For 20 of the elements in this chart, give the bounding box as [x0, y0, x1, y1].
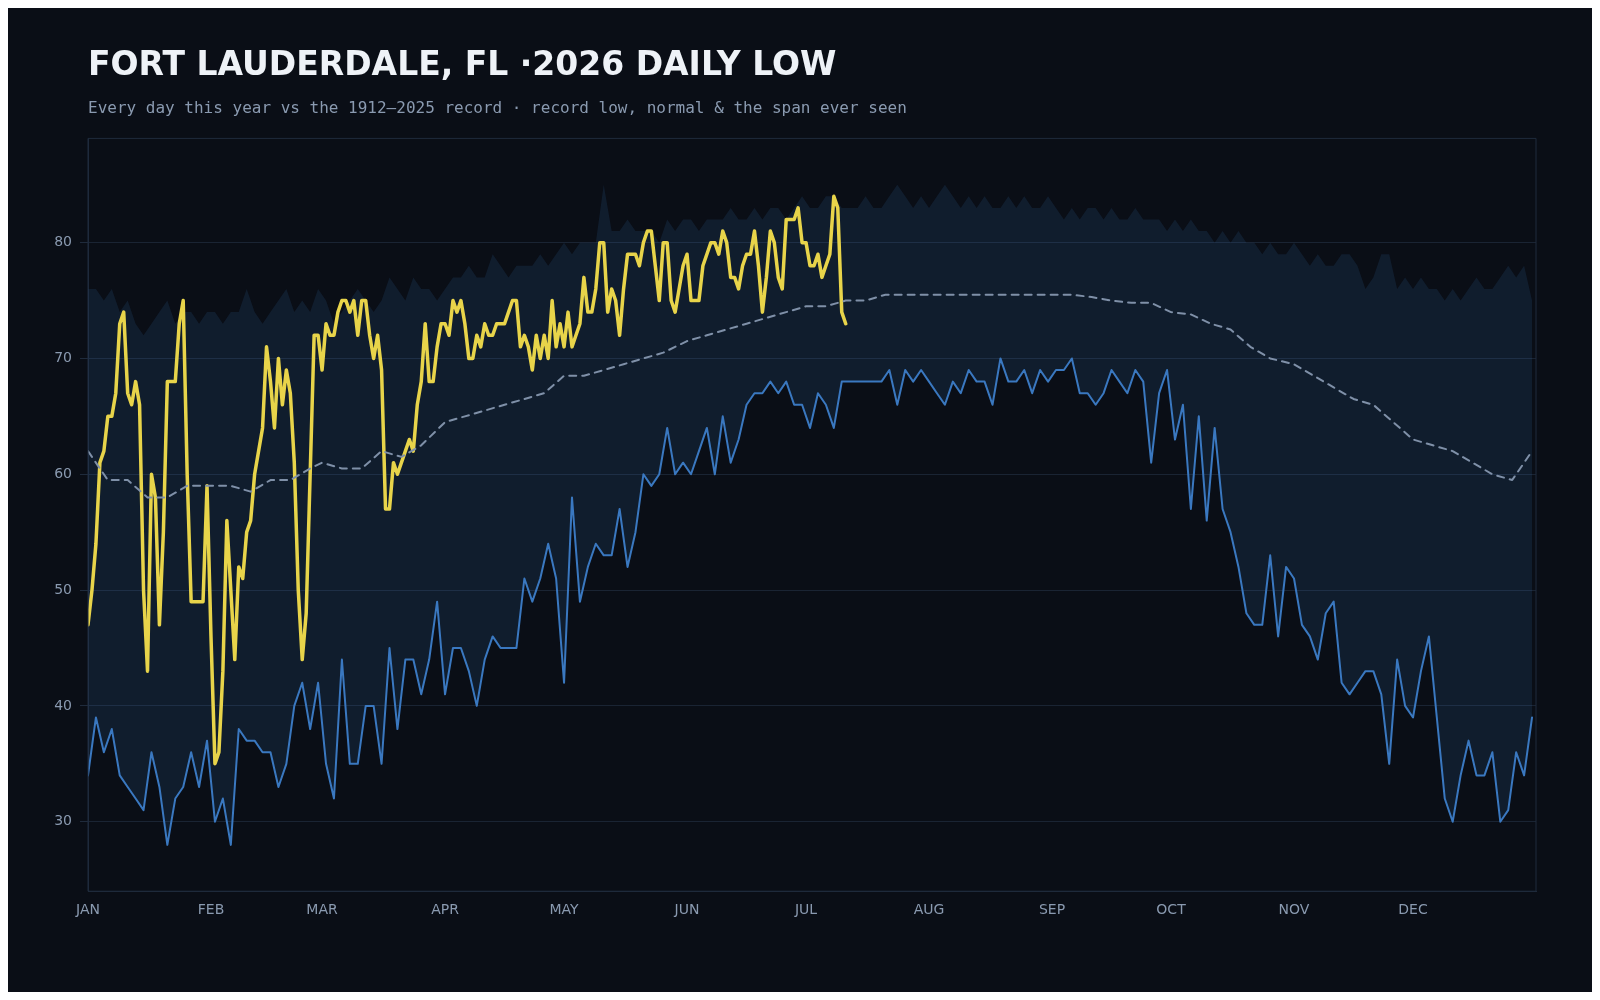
x-tick-label: AUG [913, 901, 945, 918]
x-tick-label: JUN [673, 901, 700, 918]
y-tick-label: 70 [54, 349, 72, 366]
y-tick-label: 60 [54, 464, 72, 481]
y-tick-label: 80 [54, 233, 72, 250]
y-tick-label: 40 [54, 696, 72, 713]
x-tick-label: JUL [793, 901, 818, 918]
x-tick-label: OCT [1156, 901, 1187, 918]
y-tick-label: 30 [54, 812, 72, 829]
chart-title: FORT LAUDERDALE, FL ·2026 DAILY LOW [88, 44, 838, 84]
x-tick-label: NOV [1278, 901, 1310, 918]
x-tick-label: JAN [75, 901, 100, 918]
x-tick-label: APR [431, 901, 460, 918]
y-tick-label: 50 [54, 580, 72, 597]
x-tick-label: MAY [549, 901, 580, 918]
x-tick-label: DEC [1398, 901, 1428, 918]
chart-subtitle: Every day this year vs the 1912–2025 record · record low, normal & the span ever seen [88, 98, 908, 117]
x-tick-label: SEP [1038, 901, 1066, 918]
x-tick-label: MAR [306, 901, 339, 918]
x-tick-label: FEB [197, 901, 225, 918]
